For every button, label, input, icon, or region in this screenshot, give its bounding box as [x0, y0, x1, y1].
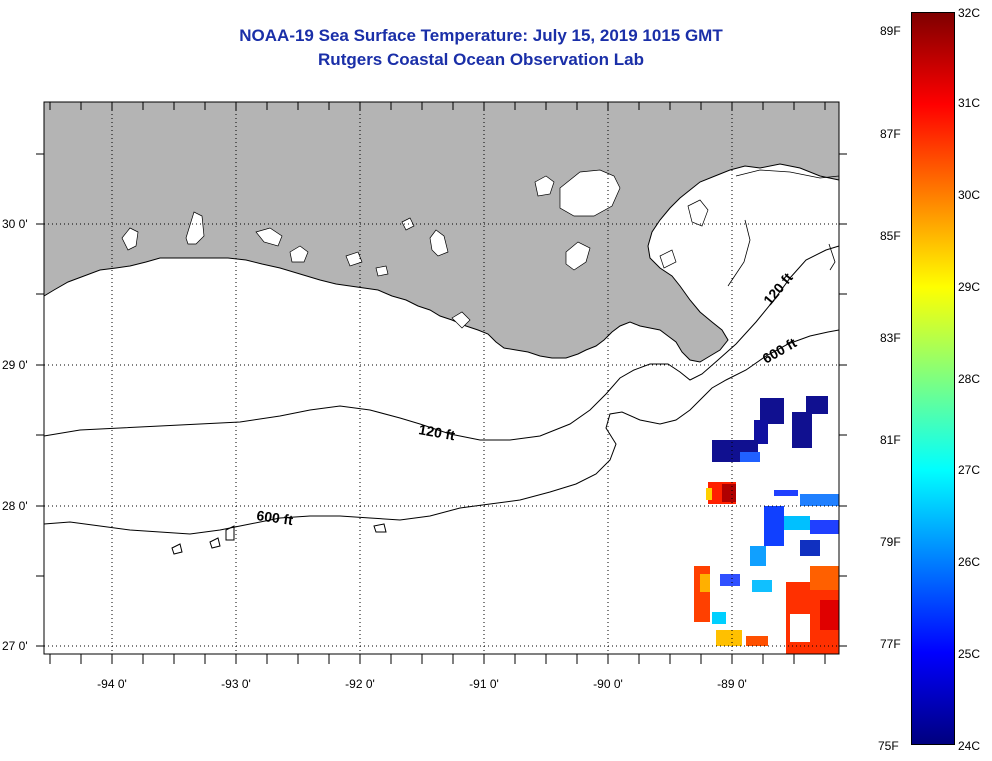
bathymetry-contours — [43, 245, 840, 555]
colorbar-f-label: 83F — [880, 331, 901, 345]
lat-label: 29 0' — [2, 358, 28, 372]
colorbar-c-label: 27C — [958, 463, 981, 477]
colorbar-c-label: 32C — [958, 6, 981, 20]
contour-label-600ft: 600 ft — [256, 507, 295, 528]
colorbar-c-label: 24C — [958, 739, 981, 753]
colorbar-f-label: 85F — [880, 229, 901, 243]
lon-label: -91 0' — [469, 677, 499, 691]
contour-label-120ft: 120 ft — [417, 421, 456, 443]
graticule — [44, 102, 839, 654]
colorbar-c-label: 29C — [958, 280, 981, 294]
barrier-islands — [727, 169, 840, 287]
lat-label: 28 0' — [2, 499, 28, 513]
sst-data-patches — [694, 396, 839, 654]
tick-marks — [36, 102, 847, 664]
colorbar-c-label: 28C — [958, 372, 981, 386]
lat-label: 30 0' — [2, 217, 28, 231]
contour-600ft-west — [43, 329, 840, 535]
lon-label: -90 0' — [593, 677, 623, 691]
lon-label: -93 0' — [221, 677, 251, 691]
colorbar-c-label: 31C — [958, 96, 981, 110]
colorbar-f-label: 77F — [880, 637, 901, 651]
lon-label: -89 0' — [717, 677, 747, 691]
map-subtitle: Rutgers Coastal Ocean Observation Lab — [318, 50, 644, 69]
colorbar-f-label: 87F — [880, 127, 901, 141]
colorbar-c-label: 25C — [958, 647, 981, 661]
inland-lakes — [121, 169, 709, 329]
lon-label: -94 0' — [97, 677, 127, 691]
temperature-colorbar — [911, 12, 955, 745]
colorbar-f-label: 79F — [880, 535, 901, 549]
colorbar-f-label: 89F — [880, 24, 901, 38]
map-frame — [43, 101, 840, 655]
lon-label: -92 0' — [345, 677, 375, 691]
colorbar-c-label: 26C — [958, 555, 981, 569]
colorbar-f-label: 81F — [880, 433, 901, 447]
contour-120ft-west — [43, 245, 840, 441]
colorbar-f-label: 75F — [878, 739, 899, 753]
lat-label: 27 0' — [2, 639, 28, 653]
map-title: NOAA-19 Sea Surface Temperature: July 15… — [239, 26, 723, 45]
colorbar-c-label: 30C — [958, 188, 981, 202]
land-mass — [43, 101, 840, 363]
